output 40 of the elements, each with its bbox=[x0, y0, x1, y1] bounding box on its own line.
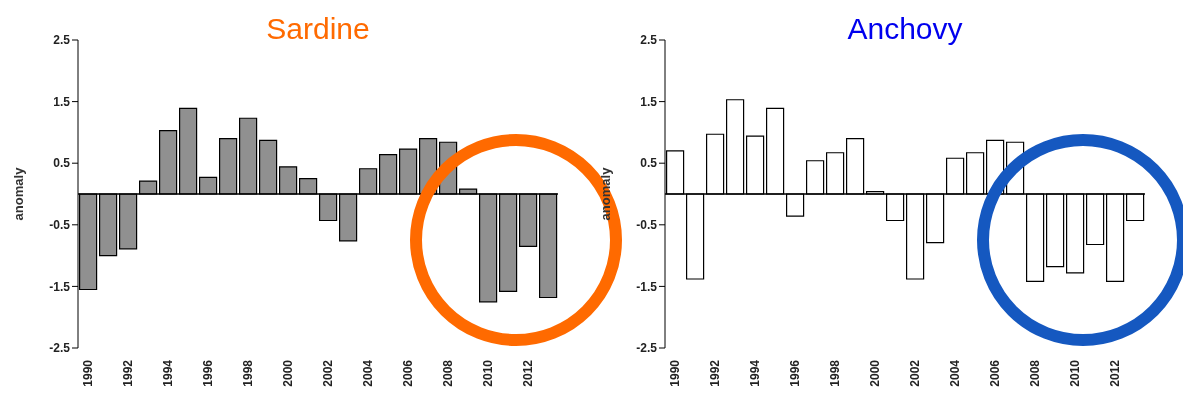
x-tick-label: 1994 bbox=[161, 359, 175, 387]
x-tick-label: 2002 bbox=[321, 359, 335, 387]
y-tick-label: 0.5 bbox=[640, 156, 658, 171]
x-tick-label: 2006 bbox=[988, 359, 1002, 387]
x-tick-label: 1990 bbox=[668, 359, 682, 387]
y-tick-label: -0.5 bbox=[636, 218, 658, 233]
x-tick-label: 2008 bbox=[1028, 359, 1042, 387]
x-tick-label: 2010 bbox=[1068, 359, 1082, 387]
x-tick-label: 1996 bbox=[201, 359, 215, 387]
x-tick-label: 2000 bbox=[868, 359, 882, 387]
x-tick-label: 1996 bbox=[788, 359, 802, 387]
x-tick-label: 1998 bbox=[828, 359, 842, 387]
x-tick-label: 2000 bbox=[281, 359, 295, 387]
y-axis-title: anomaly bbox=[597, 166, 613, 221]
chart-title: Sardine bbox=[266, 12, 370, 45]
y-tick-label: 1.5 bbox=[640, 94, 658, 109]
x-tick-label: 2004 bbox=[361, 359, 375, 387]
y-tick-label: -2.5 bbox=[636, 341, 658, 356]
x-tick-label: 1990 bbox=[81, 359, 95, 387]
x-tick-label: 2004 bbox=[948, 359, 962, 387]
x-tick-label: 2008 bbox=[441, 359, 455, 387]
y-tick-label: -0.5 bbox=[49, 218, 71, 233]
chart-title: Anchovy bbox=[847, 12, 963, 45]
x-tick-label: 1992 bbox=[708, 359, 722, 387]
x-tick-label: 2012 bbox=[521, 359, 535, 387]
y-tick-label: 2.5 bbox=[640, 33, 658, 48]
y-tick-label: 1.5 bbox=[53, 94, 71, 109]
x-tick-label: 2006 bbox=[401, 359, 415, 387]
y-tick-label: -1.5 bbox=[636, 279, 658, 294]
x-tick-label: 1998 bbox=[241, 359, 255, 387]
y-tick-label: 2.5 bbox=[53, 33, 71, 48]
x-tick-label: 1994 bbox=[748, 359, 762, 387]
x-tick-label: 1992 bbox=[121, 359, 135, 387]
x-tick-label: 2012 bbox=[1108, 359, 1122, 387]
x-tick-label: 2010 bbox=[481, 359, 495, 387]
y-tick-label: -1.5 bbox=[49, 279, 71, 294]
y-tick-label: -2.5 bbox=[49, 341, 71, 356]
y-axis-title: anomaly bbox=[10, 166, 26, 221]
y-tick-label: 0.5 bbox=[53, 156, 71, 171]
x-tick-label: 2002 bbox=[908, 359, 922, 387]
